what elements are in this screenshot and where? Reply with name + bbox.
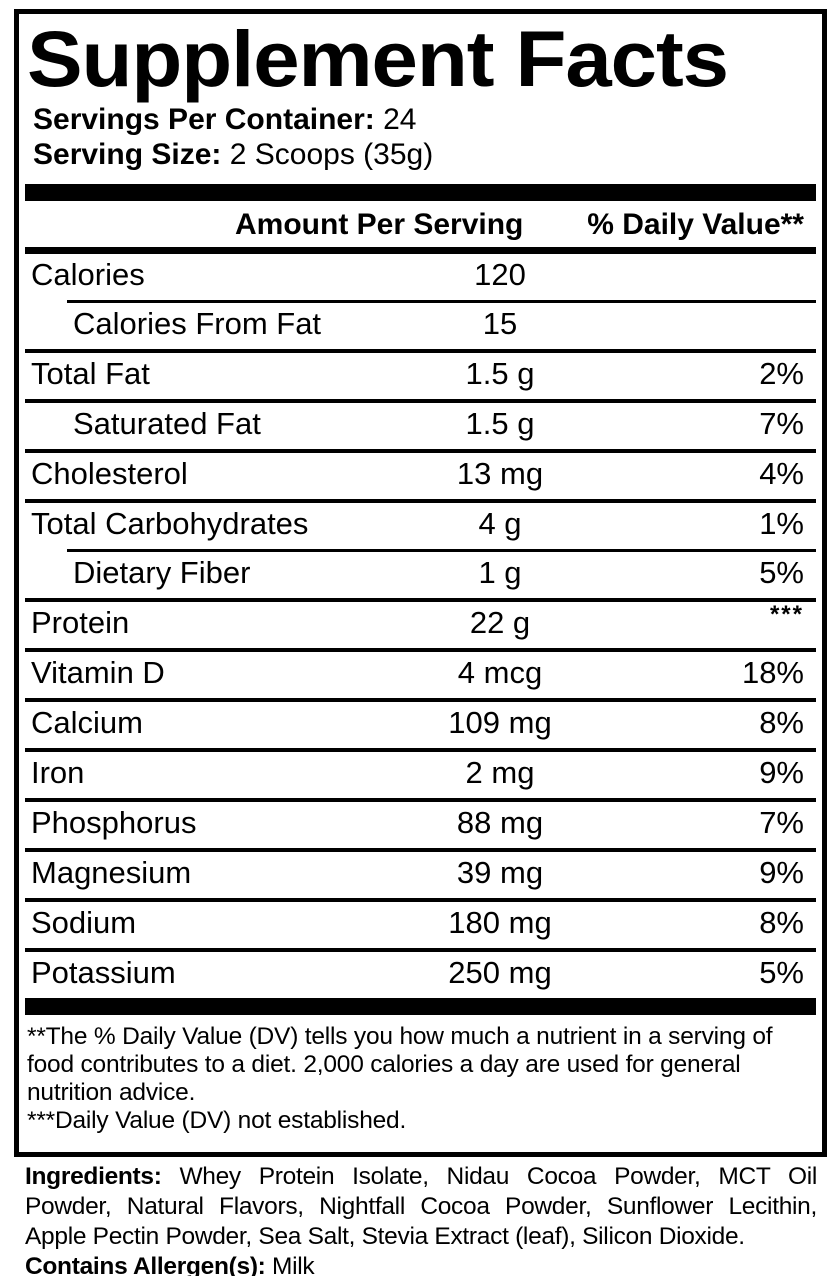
nutrient-amount: 109 mg [448,705,552,740]
nutrient-amount: 120 [474,257,526,292]
nutrient-amount: 1.5 g [465,356,535,391]
nutrient-daily-value: *** [769,601,804,628]
nutrient-amount: 4 mcg [457,655,543,690]
nutrient-name: Vitamin D [31,655,165,690]
row-cholesterol: Cholesterol 13 mg 4% [25,453,816,499]
nutrient-amount: 1 g [478,555,522,590]
serving-size: Serving Size: 2 Scoops (35g) [33,137,816,172]
nutrient-daily-value: 5% [759,955,804,990]
nutrient-daily-value: 18% [741,655,804,690]
nutrient-daily-value: 1% [759,506,804,541]
row-separator [25,798,816,802]
nutrient-daily-value: 5% [759,555,804,590]
nutrient-name: Total Carbohydrates [31,506,309,541]
row-separator-indented [67,300,816,303]
nutrient-name: Phosphorus [31,805,197,840]
nutrient-daily-value: 7% [759,406,804,441]
supplement-facts-panel: Supplement Facts Servings Per Container:… [14,9,827,1157]
row-separator [25,399,816,403]
row-calories: Calories 120 [25,254,816,300]
nutrient-name: Cholesterol [31,456,188,491]
row-dietary-fiber: Dietary Fiber 1 g 5% [25,552,816,598]
row-separator [25,598,816,602]
row-separator [25,698,816,702]
allergen-value: Milk [265,1253,315,1276]
row-total-fat: Total Fat 1.5 g 2% [25,353,816,399]
nutrient-name: Calories [31,257,145,292]
divider-bar-top [25,184,816,201]
row-separator [25,349,816,353]
nutrient-name: Saturated Fat [73,406,261,441]
daily-value-header: % Daily Value** [587,208,804,241]
nutrient-daily-value: 7% [759,805,804,840]
nutrient-name: Calcium [31,705,143,740]
nutrient-daily-value: 8% [759,905,804,940]
servings-per-container: Servings Per Container: 24 [33,102,816,137]
row-total-carbohydrates: Total Carbohydrates 4 g 1% [25,503,816,549]
table-header-row: Amount Per Serving % Daily Value** [25,201,816,247]
divider-bar-bottom [25,998,816,1015]
supplement-facts-title: Supplement Facts [27,14,729,103]
divider-bar-header [25,247,816,254]
row-separator [25,748,816,752]
row-protein: Protein 22 g *** [25,601,816,648]
nutrient-daily-value: 8% [759,705,804,740]
nutrient-daily-value: 9% [759,855,804,890]
allergen-label: Contains Allergen(s): [25,1253,266,1276]
allergen-line: Contains Allergen(s): Milk [25,1252,817,1276]
nutrient-name: Calories From Fat [73,306,322,341]
nutrient-amount: 4 g [478,506,522,541]
row-separator [25,898,816,902]
ingredients-text: Whey Protein Isolate, Nidau Cocoa Powder… [25,1163,817,1250]
footnotes: **The % Daily Value (DV) tells you how m… [27,1023,816,1135]
row-separator [25,449,816,453]
servings-per-container-value: 24 [383,103,417,136]
nutrient-name: Iron [31,755,85,790]
nutrient-daily-value: 9% [759,755,804,790]
daily-value-footnote: **The % Daily Value (DV) tells you how m… [27,1023,773,1106]
row-separator-indented [67,549,816,552]
nutrient-amount: 39 mg [456,855,544,890]
row-separator [25,948,816,952]
ingredients-paragraph: Ingredients: Whey Protein Isolate, Nidau… [25,1162,817,1252]
row-calcium: Calcium 109 mg 8% [25,702,816,748]
row-iron: Iron 2 mg 9% [25,752,816,798]
nutrient-amount: 88 mg [456,805,544,840]
serving-size-label: Serving Size: [33,138,222,171]
row-magnesium: Magnesium 39 mg 9% [25,852,816,898]
nutrient-name: Magnesium [31,855,192,890]
row-vitamin-d: Vitamin D 4 mcg 18% [25,652,816,698]
nutrient-amount: 1.5 g [465,406,535,441]
nutrient-name: Dietary Fiber [73,555,251,590]
not-established-footnote: ***Daily Value (DV) not established. [27,1107,407,1134]
nutrient-amount: 180 mg [448,905,552,940]
row-calories-from-fat: Calories From Fat 15 [25,303,816,349]
nutrient-amount: 13 mg [456,456,544,491]
serving-size-value: 2 Scoops (35g) [229,138,434,171]
nutrient-name: Protein [31,605,130,640]
nutrient-amount: 22 g [469,605,531,640]
row-saturated-fat: Saturated Fat 1.5 g 7% [25,403,816,449]
row-separator [25,648,816,652]
nutrient-name: Total Fat [31,356,150,391]
nutrient-daily-value: 4% [759,456,804,491]
ingredients-block: Ingredients: Whey Protein Isolate, Nidau… [25,1162,817,1276]
nutrient-daily-value: 2% [759,356,804,391]
ingredients-label: Ingredients: [25,1163,162,1190]
nutrient-rows: Calories 120 Calories From Fat 15 Total … [25,254,816,998]
servings-per-container-label: Servings Per Container: [33,103,375,136]
row-separator [25,848,816,852]
row-potassium: Potassium 250 mg 5% [25,952,816,998]
nutrient-name: Sodium [31,905,137,940]
row-sodium: Sodium 180 mg 8% [25,902,816,948]
nutrient-amount: 250 mg [448,955,552,990]
nutrient-amount: 15 [482,306,518,341]
amount-per-serving-header: Amount Per Serving [235,208,524,241]
nutrient-name: Potassium [31,955,176,990]
row-phosphorus: Phosphorus 88 mg 7% [25,802,816,848]
nutrient-amount: 2 mg [465,755,535,790]
row-separator [25,499,816,503]
